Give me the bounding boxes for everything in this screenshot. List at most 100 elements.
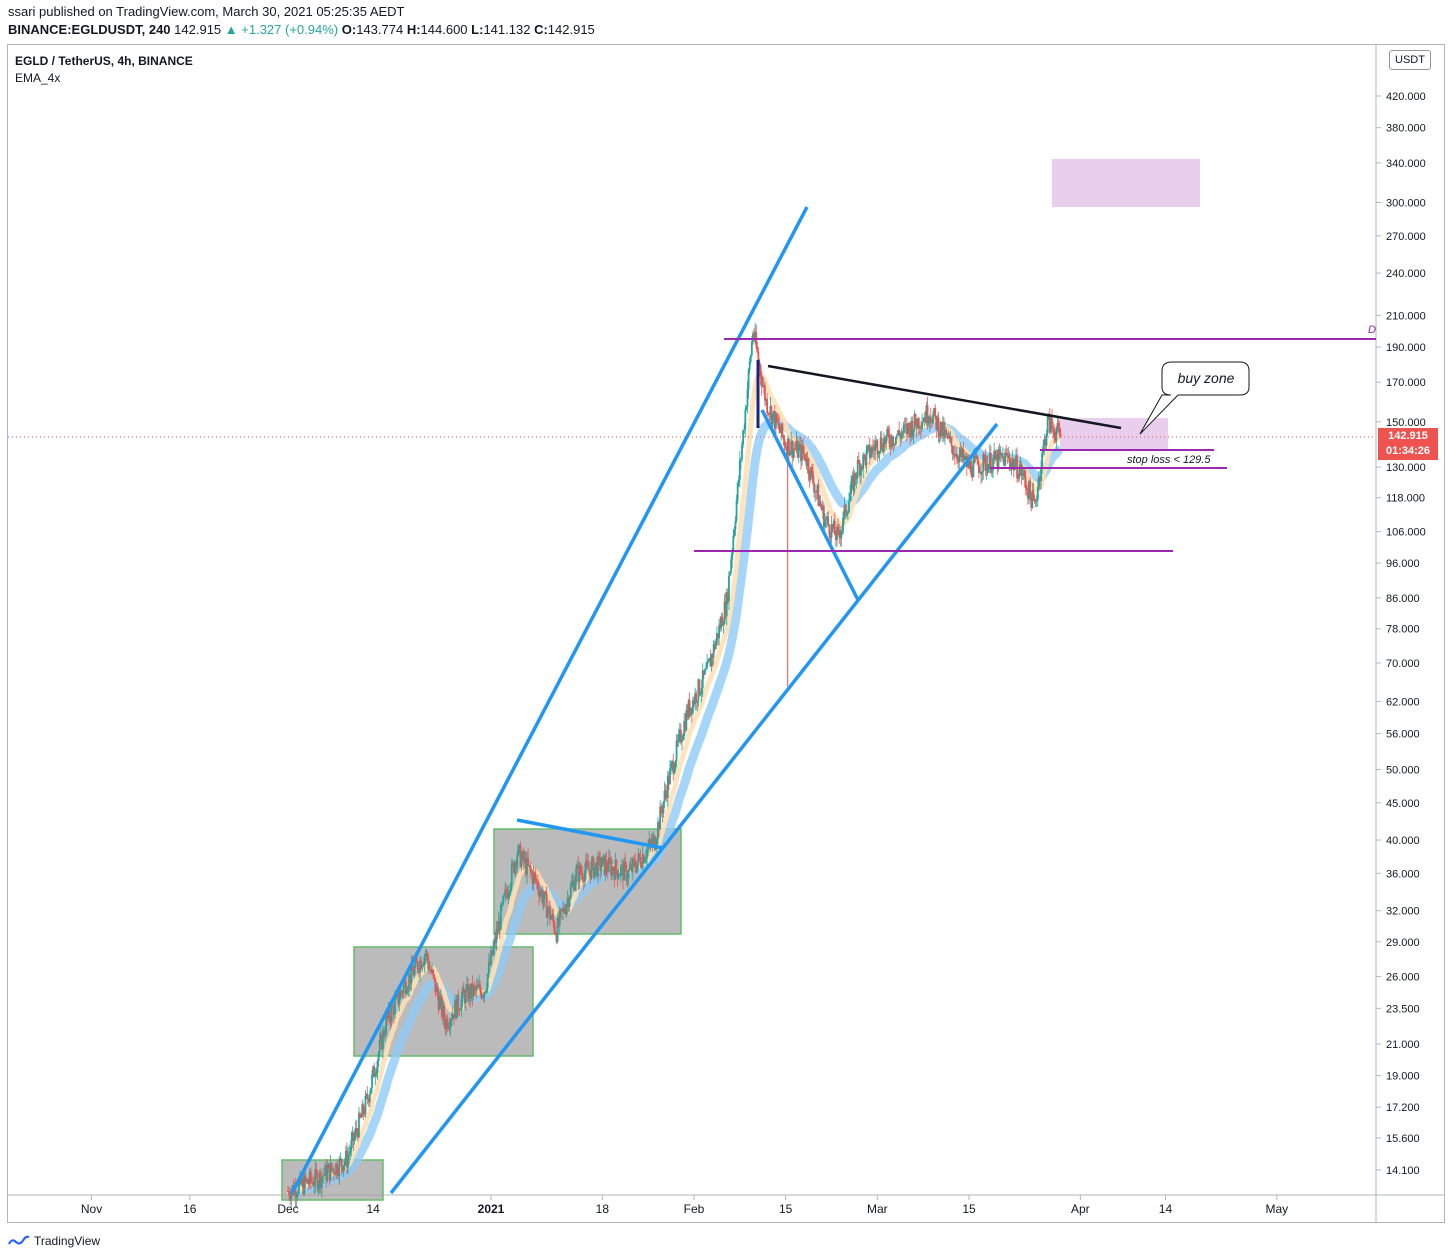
candle-body (343, 1161, 346, 1166)
x-tick-label: 15 (962, 1202, 976, 1216)
candle-body (403, 981, 406, 986)
candle-body (655, 839, 658, 846)
candle-body (883, 438, 885, 452)
candle-body (385, 1015, 388, 1035)
candle-body (915, 423, 918, 429)
currency-badge[interactable]: USDT (1389, 50, 1431, 70)
candle-body (812, 471, 814, 483)
candle-body (673, 769, 676, 774)
candle-body (579, 865, 582, 873)
legend-title: EGLD / TetherUS, 4h, BINANCE (15, 54, 193, 68)
x-tick-label: Mar (867, 1202, 888, 1216)
candle-body (651, 838, 654, 845)
candle-body (368, 1093, 371, 1103)
candle-body (802, 445, 805, 454)
candle-body (456, 994, 459, 1019)
candle-body (925, 405, 928, 423)
candle-body (394, 998, 396, 1015)
candle-body (631, 858, 634, 872)
candle-body (344, 1150, 347, 1162)
candle-body (881, 448, 884, 452)
candle-body (497, 920, 500, 933)
candle-body (487, 961, 490, 974)
candle-body (331, 1168, 334, 1170)
lower-channel-line (389, 422, 999, 1195)
candle-body (676, 740, 679, 742)
candle-body (683, 721, 686, 737)
candle-body (733, 529, 736, 537)
candle-body (408, 973, 411, 989)
candle-body (628, 868, 631, 871)
candle-body (496, 929, 499, 933)
candle-body (723, 601, 726, 624)
candle-body (845, 513, 848, 516)
candle-body (660, 806, 663, 812)
candle-body (850, 481, 853, 494)
candle-body (819, 501, 822, 506)
candle-body (514, 862, 516, 873)
candle-body (300, 1175, 302, 1185)
candle-body (870, 446, 873, 454)
candle-body (742, 430, 745, 445)
y-tick-label: 240.000 (1386, 268, 1426, 280)
candle-body (944, 429, 946, 438)
candle-body (442, 1005, 444, 1017)
candle-body (354, 1127, 357, 1136)
candle-body (348, 1153, 351, 1156)
candle-body (477, 985, 479, 987)
candle-body (911, 421, 914, 437)
candle-body (793, 448, 796, 450)
candle-body (779, 429, 782, 433)
candle-body (1022, 470, 1025, 475)
candle-body (636, 862, 639, 872)
candle-body (873, 448, 875, 451)
candle-body (687, 700, 690, 718)
candle-body (613, 871, 616, 880)
candle-body (808, 473, 811, 480)
candle-body (510, 863, 513, 886)
candle-body (419, 960, 421, 973)
candle-body (556, 917, 559, 942)
candle-body (568, 898, 571, 907)
candle-body (813, 482, 815, 493)
chart-frame[interactable] (7, 44, 1445, 1223)
candle-body (948, 435, 951, 439)
candle-body (1029, 480, 1032, 495)
candle-body (550, 917, 552, 920)
candle-body (443, 1005, 445, 1021)
candle-body (516, 855, 519, 868)
candle-body (674, 761, 677, 770)
candle-body (738, 460, 741, 480)
candle-body (406, 992, 408, 994)
candle-body (523, 858, 526, 862)
legend-indicator[interactable]: EMA_4x (15, 71, 61, 85)
candle-body (494, 938, 497, 944)
candle-body (833, 520, 836, 535)
tradingview-logo[interactable]: TradingView (8, 1234, 100, 1248)
candle-body (478, 984, 480, 987)
candle-body (1020, 464, 1023, 476)
candle-body (904, 424, 907, 426)
candle-body (576, 864, 579, 869)
candle-body (646, 849, 648, 859)
candle-body (308, 1171, 311, 1184)
candle-body (980, 471, 982, 475)
candle-body (892, 443, 895, 446)
candle-body (869, 453, 872, 458)
candle-body (566, 898, 569, 906)
candle-body (851, 476, 854, 482)
candle-body (619, 866, 622, 876)
candle-body (649, 839, 652, 843)
candle-body (401, 992, 404, 994)
candle-body (686, 709, 689, 718)
candle-body (950, 437, 953, 447)
candle-body (356, 1131, 359, 1138)
candle-body (1000, 452, 1003, 457)
candle-body (672, 761, 675, 774)
candle-body (503, 894, 505, 897)
candle-body (544, 891, 547, 894)
candle-body (415, 957, 418, 963)
candle-body (458, 1010, 461, 1012)
candle-body (897, 430, 899, 436)
